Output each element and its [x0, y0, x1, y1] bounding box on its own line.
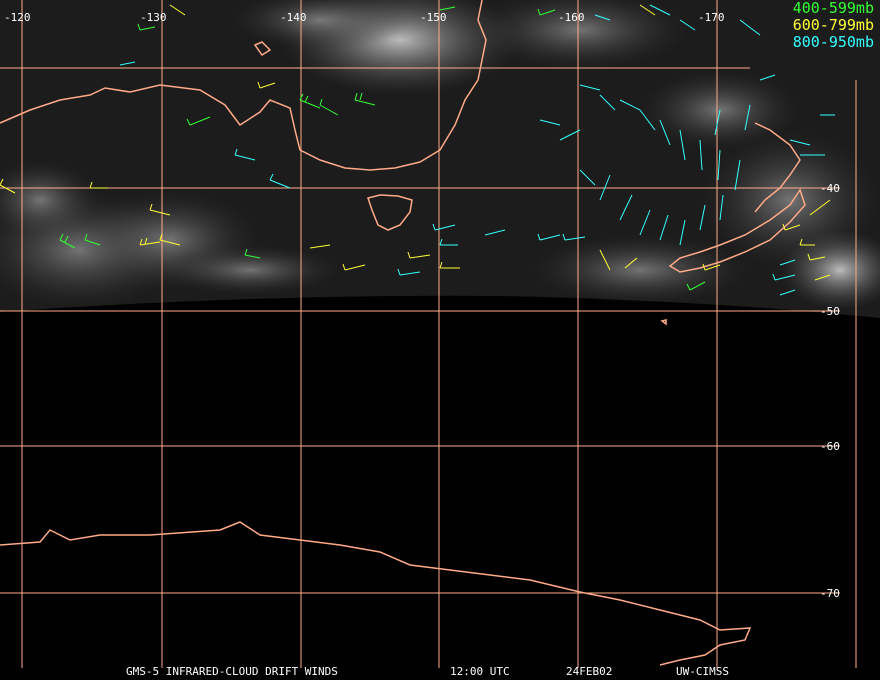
- longitude-label: -140: [280, 11, 307, 24]
- new-zealand-south-coastline: [668, 188, 806, 273]
- wind-barbs-400-599mb: [59, 6, 706, 291]
- longitude-label: -170: [698, 11, 725, 24]
- wind-barbs-800-950mb: [119, 4, 835, 296]
- latitude-label: -70: [820, 587, 840, 600]
- latitude-label: -40: [820, 182, 840, 195]
- caption-source: UW-CIMSS: [676, 665, 729, 678]
- caption-product: GMS-5 INFRARED-CLOUD DRIFT WINDS: [126, 665, 338, 678]
- latitude-label: -50: [820, 305, 840, 318]
- australia-coastline: [0, 0, 487, 171]
- graticule: [0, 0, 857, 668]
- caption-time: 12:00 UTC: [450, 665, 510, 678]
- tasmania-coastline: [367, 194, 413, 231]
- longitude-label: -150: [420, 11, 447, 24]
- coastlines: [0, 0, 806, 666]
- latitude-label: -60: [820, 440, 840, 453]
- legend-entry-800-950mb: 800-950mb: [792, 33, 874, 51]
- longitude-label: -130: [140, 11, 167, 24]
- antarctica-coastline: [0, 521, 752, 666]
- pressure-legend: 400-599mb 600-799mb 800-950mb: [793, 0, 874, 51]
- legend-entry-600-799mb: 600-799mb: [792, 16, 874, 34]
- longitude-label: -120: [4, 11, 31, 24]
- longitude-label: -160: [558, 11, 585, 24]
- new-zealand-north-coastline: [754, 122, 801, 213]
- wind-barbs-600-799mb: [0, 4, 831, 281]
- legend-entry-400-599mb: 400-599mb: [792, 0, 874, 17]
- caption-date: 24FEB02: [566, 665, 613, 678]
- satellite-imagery: [0, 0, 880, 318]
